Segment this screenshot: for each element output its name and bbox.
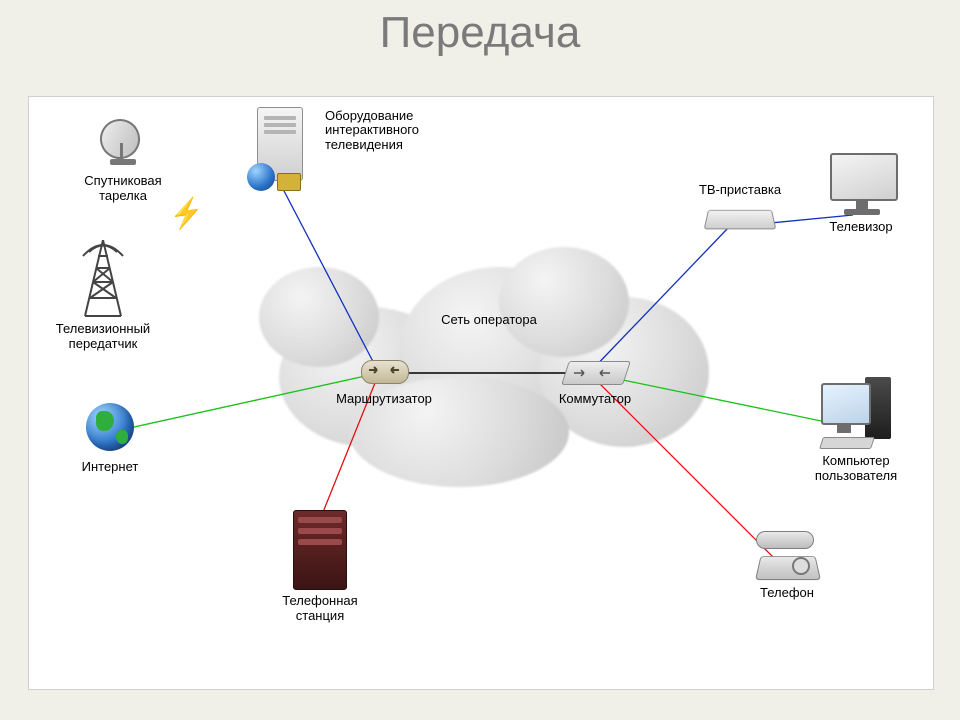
node-pbx: Телефонная станция: [275, 509, 365, 624]
pbx-server-icon: [293, 510, 347, 590]
node-dish: Спутниковая тарелка: [73, 111, 173, 204]
node-pc: Компьютер пользователя: [801, 375, 911, 484]
wireless-spark-icon: ⚡: [167, 195, 206, 233]
dish-label: Спутниковая тарелка: [73, 174, 173, 204]
router-label: Маршрутизатор: [329, 392, 439, 407]
iptv-label: Оборудование интерактивного телевидения: [325, 109, 455, 152]
node-tower: Телевизионный передатчик: [53, 239, 153, 352]
tower-label: Телевизионный передатчик: [53, 322, 153, 352]
center-label: Сеть оператора: [419, 313, 559, 327]
node-phone: Телефон: [739, 525, 835, 601]
iptv-server-icon: [247, 107, 317, 191]
router-icon: [357, 354, 411, 388]
internet-label: Интернет: [65, 460, 155, 475]
node-internet: Интернет: [65, 397, 155, 475]
node-tv: Телевизор: [813, 151, 909, 235]
tv-icon: [826, 153, 896, 215]
node-switch: Коммутатор: [545, 355, 645, 407]
diagram-panel: Сеть оператора Спутниковая тарелка ⚡ Обо…: [28, 96, 934, 690]
satellite-dish-icon: [96, 117, 150, 165]
tv-tower-icon: [79, 240, 127, 318]
settop-box-icon: [704, 210, 777, 230]
operator-cloud: [239, 227, 719, 487]
node-stb: [685, 205, 795, 233]
node-iptv: [237, 105, 327, 193]
slide-title: Передача: [0, 8, 960, 58]
globe-icon: [86, 403, 134, 451]
node-router: Маршрутизатор: [329, 353, 439, 407]
tv-label: Телевизор: [813, 220, 909, 235]
pbx-label: Телефонная станция: [275, 594, 365, 624]
telephone-icon: [754, 527, 820, 581]
phone-label: Телефон: [739, 586, 835, 601]
switch-label: Коммутатор: [545, 392, 645, 407]
pc-label: Компьютер пользователя: [801, 454, 911, 484]
switch-icon: [565, 357, 625, 387]
desktop-pc-icon: [821, 377, 891, 449]
stb-label: ТВ-приставка: [685, 183, 795, 197]
